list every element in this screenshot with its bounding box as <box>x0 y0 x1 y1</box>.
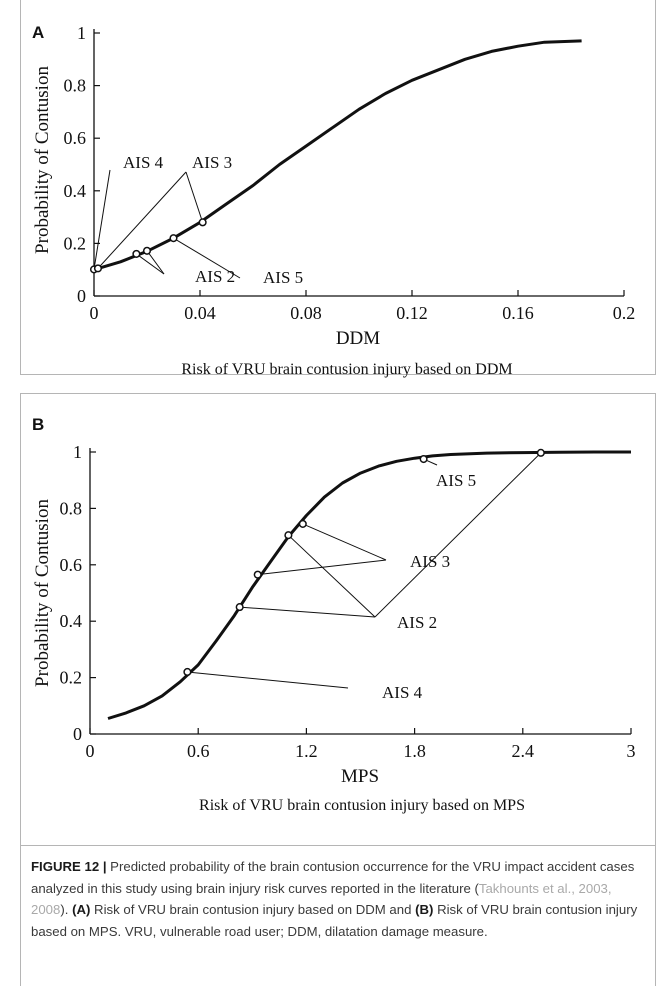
data-point-b <box>235 603 244 612</box>
chart-b: B 0 0.2 0.4 0.6 0.8 1 0 0.6 1.2 1.8 2.4 3 Probabili… <box>32 415 636 814</box>
y-tick-label-a: 0 <box>77 286 86 306</box>
caption-b-label: (B) <box>415 902 434 917</box>
caption-text-3: Risk of VRU brain contusion injury based… <box>90 902 416 917</box>
y-tick-label-a: 0.2 <box>64 233 87 253</box>
panel-a-frame <box>20 0 656 375</box>
annotation-leader-a <box>136 253 165 275</box>
data-point-b <box>284 531 293 540</box>
caption-reference-link[interactable]: Takhounts et al., 2003, 2008 <box>31 880 612 918</box>
data-point-b <box>536 448 545 457</box>
axes-a: 0 0.2 0.4 0.6 0.8 1 0 0.04 0.08 0.12 0.16 0.2 <box>64 23 636 323</box>
y-axis-label-a: Probability of Contusion <box>32 66 53 254</box>
x-axis-label-b: MPS <box>341 766 379 787</box>
annotation-label-b: AIS 2 <box>397 613 437 632</box>
data-point-a <box>142 246 152 255</box>
y-tick-label-b: 0.2 <box>60 668 83 688</box>
panel-b-frame <box>20 393 656 846</box>
annotation-leader-a <box>185 171 204 223</box>
y-tick-label-a: 1 <box>77 23 86 43</box>
caption-text-4: Risk of VRU brain contusion injury based… <box>31 902 638 939</box>
x-tick-label-b: 0.6 <box>187 741 210 761</box>
annotation-label-a: AIS 4 <box>123 153 164 172</box>
x-axis-label-a: DDM <box>336 328 380 349</box>
chart-a: A 0 0.2 0.4 0.6 0.8 1 0 0.04 0.08 0.12 0.16 0.2 Pro… <box>32 23 636 378</box>
annotation-leader-b <box>239 606 376 618</box>
data-point-a <box>198 218 207 227</box>
x-tick-label-a: 0.2 <box>613 303 636 323</box>
annotation-leader-a <box>97 171 187 269</box>
annotation-leader-b <box>187 671 349 689</box>
caption-text-2: ). <box>60 902 73 917</box>
panel-letter-b: B <box>32 415 44 434</box>
chart-subtitle-a: Risk of VRU brain contusion injury based… <box>181 361 512 378</box>
x-tick-label-b: 1.8 <box>403 741 426 761</box>
x-tick-label-a: 0.04 <box>184 303 216 323</box>
annotation-label-b: AIS 4 <box>382 683 423 702</box>
annotation-label-a: AIS 2 <box>195 267 235 286</box>
data-point-b <box>253 570 262 579</box>
axes-b: 0 0.2 0.4 0.6 0.8 1 0 0.6 1.2 1.8 2.4 3 <box>60 442 636 761</box>
annotation-label-a: AIS 5 <box>263 268 303 287</box>
annotation-label-a: AIS 3 <box>192 153 232 172</box>
y-tick-label-a: 0.8 <box>64 76 87 96</box>
y-tick-label-b: 0 <box>73 724 82 744</box>
x-tick-label-b: 0 <box>86 741 95 761</box>
data-point-a <box>169 234 178 243</box>
annotation-label-b: AIS 5 <box>436 471 476 490</box>
figure-label: FIGURE 12 | <box>31 859 107 874</box>
data-point-a <box>93 264 103 273</box>
x-tick-label-a: 0.16 <box>502 303 534 323</box>
x-tick-label-b: 2.4 <box>512 741 535 761</box>
x-tick-label-a: 0 <box>90 303 99 323</box>
annotation-leader-a <box>93 169 111 270</box>
data-point-a <box>132 249 141 258</box>
annotation-leader-b <box>302 523 387 561</box>
x-tick-label-b: 3 <box>627 741 636 761</box>
x-tick-label-a: 0.12 <box>396 303 428 323</box>
caption-text-1: Predicted probability of the brain contu… <box>31 859 635 896</box>
data-point-b <box>419 455 428 464</box>
x-tick-label-a: 0.08 <box>290 303 322 323</box>
data-point-b <box>298 519 307 528</box>
y-tick-label-b: 1 <box>73 442 82 462</box>
panel-letter-a: A <box>32 23 44 42</box>
figure-caption: FIGURE 12 | Predicted probability of the… <box>31 856 647 942</box>
y-tick-label-b: 0.6 <box>60 555 83 575</box>
caption-a-label: (A) <box>72 902 91 917</box>
x-tick-label-b: 1.2 <box>295 741 318 761</box>
annotation-leader-b <box>288 534 376 618</box>
caption-frame <box>20 846 656 986</box>
curve-b <box>107 450 631 720</box>
y-tick-label-a: 0.4 <box>64 181 87 201</box>
annotation-leader-a <box>173 237 241 279</box>
annotation-leader-b <box>374 452 542 618</box>
chart-subtitle-b: Risk of VRU brain contusion injury based… <box>199 797 525 814</box>
annotation-leader-a <box>146 250 165 275</box>
y-axis-label-b: Probability of Contusion <box>32 499 53 687</box>
annotation-label-b: AIS 3 <box>410 552 450 571</box>
y-tick-label-b: 0.4 <box>60 611 83 631</box>
y-tick-label-a: 0.6 <box>64 128 87 148</box>
data-point-b <box>183 667 192 677</box>
y-tick-label-b: 0.8 <box>60 498 83 518</box>
